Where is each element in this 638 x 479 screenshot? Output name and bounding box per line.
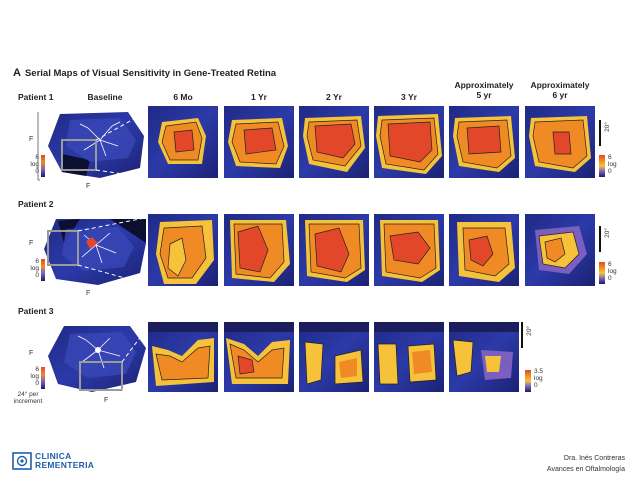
p2-colorbar-max: 6 [608,261,612,268]
p3-legend-unit: log [30,373,39,380]
p2-map-2yr [299,214,369,286]
p1-legend-colorbar [41,155,45,177]
p2-colorbar-labels: 6 log 0 [608,261,617,282]
p3-increment-line1: 24° per [17,391,39,398]
p1-legend-min: 0 [35,168,39,175]
p1-colorbar [599,155,605,177]
p2-legend-labels: 6 log 0 [27,258,39,279]
p1-scale-bar [599,120,601,146]
col-header-6yr-line1: Approximately [530,80,590,90]
p2-map-3yr [374,214,444,286]
p1-colorbar-min: 0 [608,168,612,175]
p3-colorbar [525,370,531,392]
col-header-6yr-line2: 6 yr [552,90,568,100]
p2-map-6yr [525,214,595,286]
p3-baseline-map [40,320,150,394]
p2-x-axis-label: F [86,290,91,297]
p2-colorbar [599,262,605,284]
p1-colorbar-unit: log [608,161,617,168]
figure-letter: A [13,67,21,79]
p3-y-axis-label: F [29,350,34,357]
p3-x-axis-label: F [104,397,109,404]
col-header-6yr: Approximately 6 yr [524,80,596,100]
p2-colorbar-unit: log [608,268,617,275]
p2-map-1yr [224,214,294,286]
p1-map-6yr [525,106,595,178]
clinic-logo-icon [12,452,32,470]
p3-increment-line2: increment [13,398,43,405]
p2-legend-min: 0 [35,272,39,279]
p3-colorbar-labels: 3.5 log 0 [534,368,543,389]
col-header-5yr-line1: Approximately [454,80,514,90]
p3-map-1yr [224,322,294,392]
figure-title-text: Serial Maps of Visual Sensitivity in Gen… [24,68,277,79]
p2-y-axis-label: F [29,240,34,247]
row-label-patient-2: Patient 2 [18,199,54,209]
p3-increment-note: 24° per increment [8,391,48,405]
p3-legend-labels: 6 log 0 [27,366,39,387]
p2-legend-colorbar [41,259,45,281]
p1-baseline-map [40,106,150,180]
p3-legend-min: 0 [35,380,39,387]
p1-x-axis-label: F [86,183,91,190]
p2-legend-unit: log [30,265,39,272]
clinic-logo-line1: CLINICA [35,451,72,461]
p2-scale-bar-label: 20° [604,228,611,238]
col-header-2yr: 2 Yr [326,92,342,102]
col-header-5yr-line2: 5 yr [476,90,492,100]
p3-map-5yr [449,322,519,392]
p3-legend-max: 6 [35,366,39,373]
p3-map-2yr [299,322,369,392]
p1-colorbar-labels: 6 log 0 [608,154,617,175]
col-header-6mo: 6 Mo [173,92,193,102]
p3-colorbar-unit: log [534,375,543,382]
p2-map-5yr [449,214,519,286]
p1-legend-max: 6 [35,154,39,161]
p2-colorbar-min: 0 [608,275,612,282]
p2-scale-bar [599,226,601,252]
row-label-patient-1: Patient 1 [18,92,54,102]
p1-colorbar-max: 6 [608,154,612,161]
p1-map-6mo [148,106,218,178]
p3-map-3yr [374,322,444,392]
p1-map-2yr [299,106,369,178]
p1-legend-unit: log [30,161,39,168]
col-header-1yr: 1 Yr [251,92,267,102]
p1-map-3yr [374,106,444,178]
p1-legend-labels: 6 log 0 [27,154,39,175]
p2-legend-max: 6 [35,258,39,265]
p3-map-6mo [148,322,218,392]
p1-map-1yr [224,106,294,178]
row-label-patient-3: Patient 3 [18,306,54,316]
p1-scale-bar-label: 20° [604,122,611,132]
p3-scale-bar [521,322,523,348]
p2-baseline-map [40,213,150,287]
p1-y-axis-label: F [29,136,34,143]
clinic-logo-line2: REMENTERIA [35,460,95,470]
p3-scale-bar-label: 20° [526,326,533,336]
footer-event: Avances en Oftalmología [546,466,625,473]
clinic-logo-text: CLINICA REMENTERIA [35,452,94,470]
col-header-baseline: Baseline [87,92,123,102]
p1-baseline-axis-frame [37,112,40,181]
p3-colorbar-max: 3.5 [534,368,544,375]
p1-map-5yr [449,106,519,178]
p3-colorbar-min: 0 [534,382,538,389]
figure-title: A Serial Maps of Visual Sensitivity in Ge… [13,67,276,79]
p3-legend-colorbar [41,367,45,389]
p2-map-6mo [148,214,218,286]
col-header-5yr: Approximately 5 yr [448,80,520,100]
footer-author: Dra. Inés Contreras [563,455,625,462]
col-header-3yr: 3 Yr [401,92,417,102]
